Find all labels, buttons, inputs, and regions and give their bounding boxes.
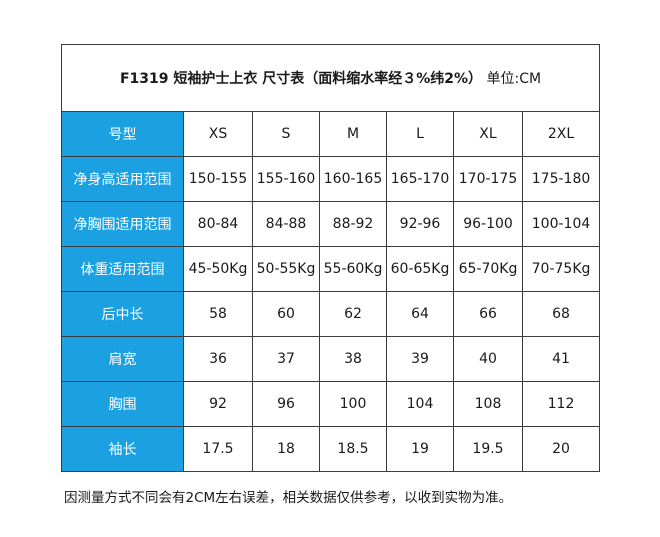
table-cell: 66	[453, 291, 523, 337]
row-header: 体重适用范围	[61, 246, 184, 292]
row-header: 胸围	[61, 381, 184, 427]
table-cell: M	[319, 111, 387, 157]
table-cell: XS	[183, 111, 253, 157]
table-cell: 37	[252, 336, 320, 382]
table-cell: 2XL	[521, 111, 601, 157]
table-cell: 70-75Kg	[521, 246, 601, 292]
table-cell: 96	[252, 381, 320, 427]
table-cell: 80-84	[183, 201, 253, 247]
table-cell: 100-104	[521, 201, 601, 247]
table-cell: 18.5	[319, 426, 387, 472]
table-cell: 19	[386, 426, 454, 472]
table-cell: 96-100	[453, 201, 523, 247]
table-cell: 19.5	[453, 426, 523, 472]
row-header: 肩宽	[61, 336, 184, 382]
table-cell: 45-50Kg	[183, 246, 253, 292]
title-unit-text: 单位:CM	[486, 71, 542, 87]
row-header: 号型	[61, 111, 184, 157]
table-cell: 165-170	[386, 156, 454, 202]
table-cell: 65-70Kg	[453, 246, 523, 292]
table-cell: S	[252, 111, 320, 157]
table-cell: 58	[183, 291, 253, 337]
table-cell: 18	[252, 426, 320, 472]
table-cell: 55-60Kg	[319, 246, 387, 292]
table-cell: 40	[453, 336, 523, 382]
table-cell: 84-88	[252, 201, 320, 247]
title-row: F1319 短袖护士上衣 尺寸表（面料缩水率经３%纬2%） 单位:CM	[60, 44, 601, 112]
table-row-shoulder: 肩宽 36 37 38 39 40 41	[61, 336, 601, 382]
table-cell: 41	[521, 336, 601, 382]
row-header: 净身高适用范围	[61, 156, 184, 202]
table-cell: 155-160	[252, 156, 320, 202]
table-cell: 64	[386, 291, 454, 337]
table-cell: 92-96	[386, 201, 454, 247]
table-cell: 112	[521, 381, 601, 427]
table-cell: 88-92	[319, 201, 387, 247]
table-row-size: 号型 XS S M L XL 2XL	[61, 111, 601, 157]
table-row-height: 净身高适用范围 150-155 155-160 160-165 165-170 …	[61, 156, 601, 202]
table-cell: 38	[319, 336, 387, 382]
table-cell: 104	[386, 381, 454, 427]
table-cell: L	[386, 111, 454, 157]
table-row-weight: 体重适用范围 45-50Kg 50-55Kg 55-60Kg 60-65Kg 6…	[61, 246, 601, 292]
table-cell: 50-55Kg	[252, 246, 320, 292]
row-header: 袖长	[61, 426, 184, 472]
table-row-bust-range: 净胸围适用范围 80-84 84-88 88-92 92-96 96-100 1…	[61, 201, 601, 247]
table-cell: 39	[386, 336, 454, 382]
table-cell: 60	[252, 291, 320, 337]
table-cell: 92	[183, 381, 253, 427]
table-cell: 100	[319, 381, 387, 427]
table-title: F1319 短袖护士上衣 尺寸表（面料缩水率经３%纬2%） 单位:CM	[60, 44, 601, 112]
title-bold-text: F1319 短袖护士上衣 尺寸表（面料缩水率经３%纬2%）	[119, 71, 483, 87]
table-cell: 20	[521, 426, 601, 472]
table-cell: XL	[453, 111, 523, 157]
table-row-back-length: 后中长 58 60 62 64 66 68	[61, 291, 601, 337]
table-row-sleeve: 袖长 17.5 18 18.5 19 19.5 20	[61, 426, 601, 472]
table-cell: 36	[183, 336, 253, 382]
table-cell: 150-155	[183, 156, 253, 202]
table-cell: 108	[453, 381, 523, 427]
table-row-chest: 胸围 92 96 100 104 108 112	[61, 381, 601, 427]
table-cell: 60-65Kg	[386, 246, 454, 292]
size-chart-table: F1319 短袖护士上衣 尺寸表（面料缩水率经３%纬2%） 单位:CM 号型 X…	[60, 44, 601, 472]
table-cell: 170-175	[453, 156, 523, 202]
row-header: 净胸围适用范围	[61, 201, 184, 247]
table-cell: 17.5	[183, 426, 253, 472]
table-cell: 62	[319, 291, 387, 337]
disclaimer-note: 因测量方式不同会有2CM左右误差，相关数据仅供参考，以收到实物为准。	[64, 490, 513, 506]
row-header: 后中长	[61, 291, 184, 337]
table-cell: 160-165	[319, 156, 387, 202]
table-cell: 68	[521, 291, 601, 337]
table-cell: 175-180	[521, 156, 601, 202]
